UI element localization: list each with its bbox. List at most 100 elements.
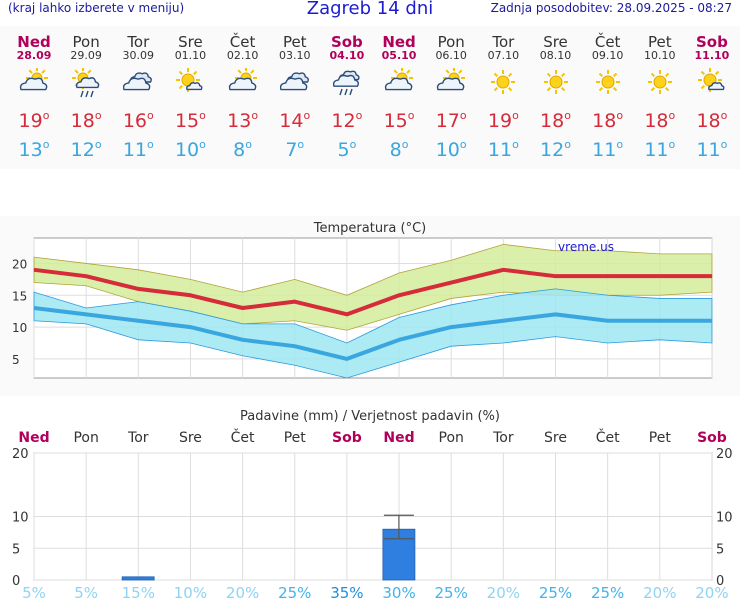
precipitation-probability: 30% xyxy=(382,584,415,600)
sunny-icon xyxy=(491,70,516,94)
day-name: Čet xyxy=(229,33,256,51)
day-column: Tor 30.09 16o 11o xyxy=(112,26,164,162)
data-point xyxy=(502,320,504,322)
y-tick-label: 0 xyxy=(12,574,20,589)
data-point xyxy=(450,326,452,328)
day-name: Pon xyxy=(72,33,100,51)
precipitation-probability: 5% xyxy=(74,584,98,600)
y-tick-label: 5 xyxy=(12,353,20,367)
data-point xyxy=(242,307,244,309)
day-column: Pon 06.10 17o 10o xyxy=(425,26,477,162)
max-temperature: 15o xyxy=(383,109,415,132)
data-point xyxy=(33,269,35,271)
day-name: Sre xyxy=(543,33,568,51)
x-tick-label: Ned xyxy=(383,430,414,446)
day-date: 07.10 xyxy=(487,49,520,62)
mostly-sunny-icon xyxy=(686,62,738,104)
y-tick-label: 10 xyxy=(12,511,29,526)
x-tick-label: Sob xyxy=(332,430,362,446)
partly-cloudy-icon xyxy=(425,62,477,104)
x-tick-label: Pon xyxy=(439,430,464,446)
data-point xyxy=(659,320,661,322)
day-date: 01.10 xyxy=(174,49,207,62)
data-point xyxy=(555,313,556,315)
cloudy-icon xyxy=(112,62,164,104)
data-point xyxy=(450,282,452,284)
day-name: Čet xyxy=(594,33,621,51)
y-tick-label: 20 xyxy=(12,447,29,462)
data-point xyxy=(346,358,348,360)
day-name: Sob xyxy=(696,33,728,51)
x-tick-label: Tor xyxy=(492,430,514,446)
x-tick-label: Pon xyxy=(73,430,98,446)
cloud-rain-icon xyxy=(332,70,360,96)
y-tick-label-right: 5 xyxy=(716,542,724,557)
temperature-chart: Temperatura (°C) 5 10 15 20 vreme.us xyxy=(0,216,740,396)
x-tick-label: Sre xyxy=(179,430,202,446)
day-column: Ned 28.09 19o 13o xyxy=(8,26,60,162)
data-point xyxy=(33,307,35,309)
partly-cloudy-icon xyxy=(8,62,60,104)
partly-cloudy-icon xyxy=(19,68,48,91)
y-tick-label: 15 xyxy=(12,289,27,303)
precipitation-probability: 5% xyxy=(22,584,46,600)
data-point xyxy=(659,275,661,277)
min-temperature: 11o xyxy=(644,138,676,161)
max-temperature: 18o xyxy=(70,109,102,132)
sunny-icon xyxy=(634,62,686,104)
min-temperature: 8o xyxy=(389,138,409,161)
partly-cloudy-icon xyxy=(384,68,414,91)
day-name: Tor xyxy=(127,33,150,51)
data-point xyxy=(711,275,713,277)
max-temperature: 18o xyxy=(540,109,571,132)
min-temperature: 11o xyxy=(122,138,154,161)
min-temperature: 5o xyxy=(337,138,357,161)
day-column: Pon 29.09 18o 12o xyxy=(60,26,112,162)
data-point xyxy=(189,294,191,296)
day-name: Sre xyxy=(178,33,203,51)
day-column: Pet 10.10 18o 11o xyxy=(634,26,686,162)
day-date: 09.10 xyxy=(591,49,624,62)
day-column: Sob 11.10 18o 11o xyxy=(686,26,738,162)
precipitation-chart: Padavine (mm) / Verjetnost padavin (%) Ne… xyxy=(12,409,733,600)
day-date: 06.10 xyxy=(435,49,467,62)
x-tick-label: Pet xyxy=(649,430,672,446)
series-line xyxy=(33,306,712,361)
min-temperature: 8o xyxy=(233,138,252,161)
watermark: vreme.us xyxy=(558,240,614,254)
mostly-sunny-icon xyxy=(697,68,725,92)
data-point xyxy=(137,320,139,322)
day-column: Pet 03.10 14o 7o xyxy=(269,26,321,162)
precipitation-probability: 10% xyxy=(174,584,207,600)
max-temperature: 16o xyxy=(122,109,154,132)
precipitation-probability: 20% xyxy=(487,584,520,600)
max-temperature: 17o xyxy=(435,109,467,132)
data-point xyxy=(398,339,400,341)
precipitation-probability: 35% xyxy=(330,584,363,600)
day-column: Sre 01.10 15o 10o xyxy=(164,26,216,162)
precipitation-probability: 20% xyxy=(226,584,259,600)
precipitation-probability: 25% xyxy=(591,584,624,600)
day-column: Sob 04.10 12o 5o xyxy=(321,26,373,162)
day-date: 11.10 xyxy=(694,49,730,62)
precipitation-probability: 25% xyxy=(435,584,468,600)
day-date: 08.10 xyxy=(539,49,572,62)
max-temperature: 15o xyxy=(174,109,206,132)
min-temperature: 11o xyxy=(592,138,624,161)
sunny-icon xyxy=(477,62,529,104)
y-tick-label: 10 xyxy=(12,321,27,335)
page-header: (kraj lahko izberete v meniju) Zagreb 14… xyxy=(0,0,740,22)
range-band xyxy=(33,288,713,379)
day-name: Pet xyxy=(282,33,307,51)
max-temperature: 19o xyxy=(487,109,519,132)
min-temperature: 11o xyxy=(487,138,519,161)
precipitation-probability: 25% xyxy=(539,584,572,600)
precipitation-probability: 15% xyxy=(122,584,155,600)
sunny-icon xyxy=(647,70,672,94)
partly-cloudy-icon xyxy=(217,62,269,104)
max-temperature: 19o xyxy=(18,109,50,132)
max-temperature: 14o xyxy=(279,109,311,132)
mostly-sunny-icon xyxy=(176,68,203,92)
data-point xyxy=(502,269,504,271)
cloudy-icon xyxy=(279,72,309,91)
